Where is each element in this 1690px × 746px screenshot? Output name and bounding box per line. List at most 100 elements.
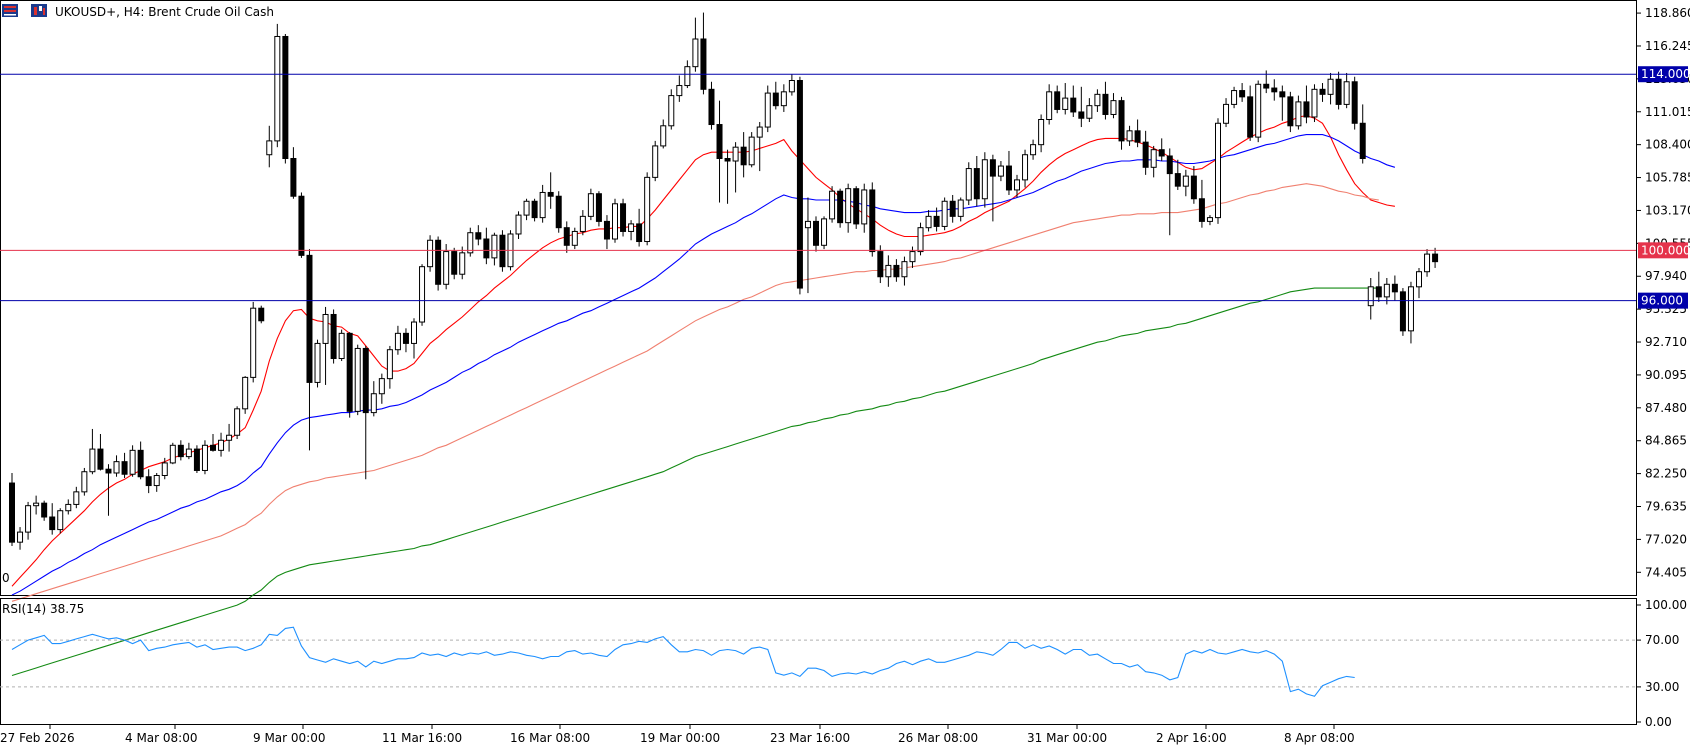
- candle-body-up: [965, 168, 972, 201]
- candle-body-up: [386, 349, 393, 380]
- candle-body-up: [1094, 93, 1101, 107]
- candle: [25, 501, 32, 540]
- time-tick-label: 4 Mar 08:00: [125, 731, 198, 745]
- price-tick-label: 103.170: [1645, 203, 1690, 217]
- candle-body-down: [1303, 101, 1310, 118]
- candle-body-up: [81, 471, 88, 493]
- candle: [338, 329, 345, 362]
- candle: [121, 452, 128, 479]
- candle-body-up: [467, 232, 474, 254]
- candle: [804, 197, 811, 294]
- candle-body-up: [756, 126, 763, 138]
- candle-body-up: [1126, 130, 1133, 142]
- rsi-label: RSI(14) 38.75: [2, 602, 84, 616]
- candle-body-up: [1343, 81, 1350, 105]
- candle-body-down: [1005, 165, 1012, 191]
- candle-body-up: [901, 261, 908, 278]
- candle: [89, 428, 96, 475]
- candle: [676, 75, 683, 102]
- candle: [1383, 278, 1390, 305]
- candle-body-up: [1014, 179, 1020, 191]
- candle-body-up: [917, 227, 924, 253]
- candle: [386, 345, 393, 389]
- candle: [1303, 85, 1310, 124]
- candle: [1367, 278, 1374, 320]
- candle-body-up: [523, 200, 530, 216]
- candle-body-up: [515, 214, 522, 235]
- candle-body-down: [121, 461, 128, 475]
- candle: [1327, 72, 1334, 105]
- candle: [113, 455, 120, 477]
- header: UKOUSD+, H4: Brent Crude Oil Cash: [2, 4, 274, 19]
- candle: [1070, 85, 1077, 117]
- candle-body-up: [1086, 105, 1093, 119]
- candle: [234, 406, 241, 440]
- horizontal-lines[interactable]: 114.000 100.000 96.000: [0, 66, 1690, 309]
- hline-tag: [1638, 66, 1688, 83]
- candle: [65, 499, 72, 515]
- candle-body-down: [298, 195, 305, 256]
- time-tick-label: 27 Feb 2026: [0, 731, 75, 745]
- candle-body-down: [1118, 100, 1125, 142]
- candle-body-up: [1030, 144, 1037, 156]
- candle-body-down: [547, 191, 554, 197]
- candle-body-up: [909, 251, 916, 263]
- candle-body-up: [644, 176, 651, 243]
- candle-body-up: [684, 66, 691, 87]
- candle: [965, 162, 972, 206]
- candle-body-up: [1046, 91, 1053, 121]
- candle: [177, 440, 184, 461]
- candle: [1198, 179, 1205, 228]
- candle: [531, 198, 538, 222]
- candle-body-up: [411, 321, 417, 344]
- candle-body-up: [226, 434, 233, 441]
- candle: [137, 441, 144, 480]
- candle-body-up: [169, 444, 176, 464]
- chart-type-icon[interactable]: [31, 4, 47, 17]
- candle-body-down: [531, 200, 538, 219]
- rsi-tick-label: 70.00: [1645, 633, 1679, 647]
- candle: [193, 445, 200, 473]
- candle: [1158, 138, 1165, 162]
- candle: [1391, 275, 1398, 301]
- candle: [555, 191, 562, 233]
- candle-body-up: [1327, 78, 1334, 95]
- candle: [226, 423, 233, 452]
- candle: [354, 344, 361, 416]
- moving-average-lines: [11, 115, 1396, 677]
- ma-line-3: [11, 287, 1379, 677]
- menu-icon[interactable]: [2, 4, 18, 17]
- rsi-tick-label: 0.00: [1645, 715, 1672, 729]
- candle: [547, 172, 554, 209]
- candle-body-down: [1391, 283, 1398, 293]
- candle-body-up: [250, 307, 257, 378]
- candle: [901, 256, 908, 286]
- candle-body-down: [306, 254, 313, 383]
- candle-body-down: [499, 234, 506, 268]
- candle: [716, 100, 723, 203]
- candle-body-down: [1166, 155, 1173, 175]
- candle: [282, 33, 289, 164]
- candle: [402, 328, 409, 353]
- candle-body-up: [201, 444, 208, 471]
- candle-body-down: [41, 502, 48, 518]
- candle: [314, 339, 321, 388]
- candle: [1005, 150, 1012, 195]
- candle: [1206, 215, 1213, 226]
- candle-body-down: [483, 238, 490, 259]
- candle: [1142, 130, 1149, 175]
- candle: [169, 442, 176, 465]
- candle: [668, 89, 675, 130]
- candle-body-up: [957, 199, 964, 217]
- candle: [218, 432, 225, 457]
- candle-body-down: [603, 220, 610, 240]
- candle: [49, 503, 56, 535]
- candle-body-down: [193, 448, 200, 471]
- candle-body-up: [113, 461, 120, 474]
- candle: [539, 184, 546, 223]
- candle: [378, 373, 385, 404]
- candle-body-up: [89, 448, 96, 473]
- candle: [394, 325, 401, 355]
- candle: [1432, 247, 1439, 268]
- candle: [1343, 72, 1350, 109]
